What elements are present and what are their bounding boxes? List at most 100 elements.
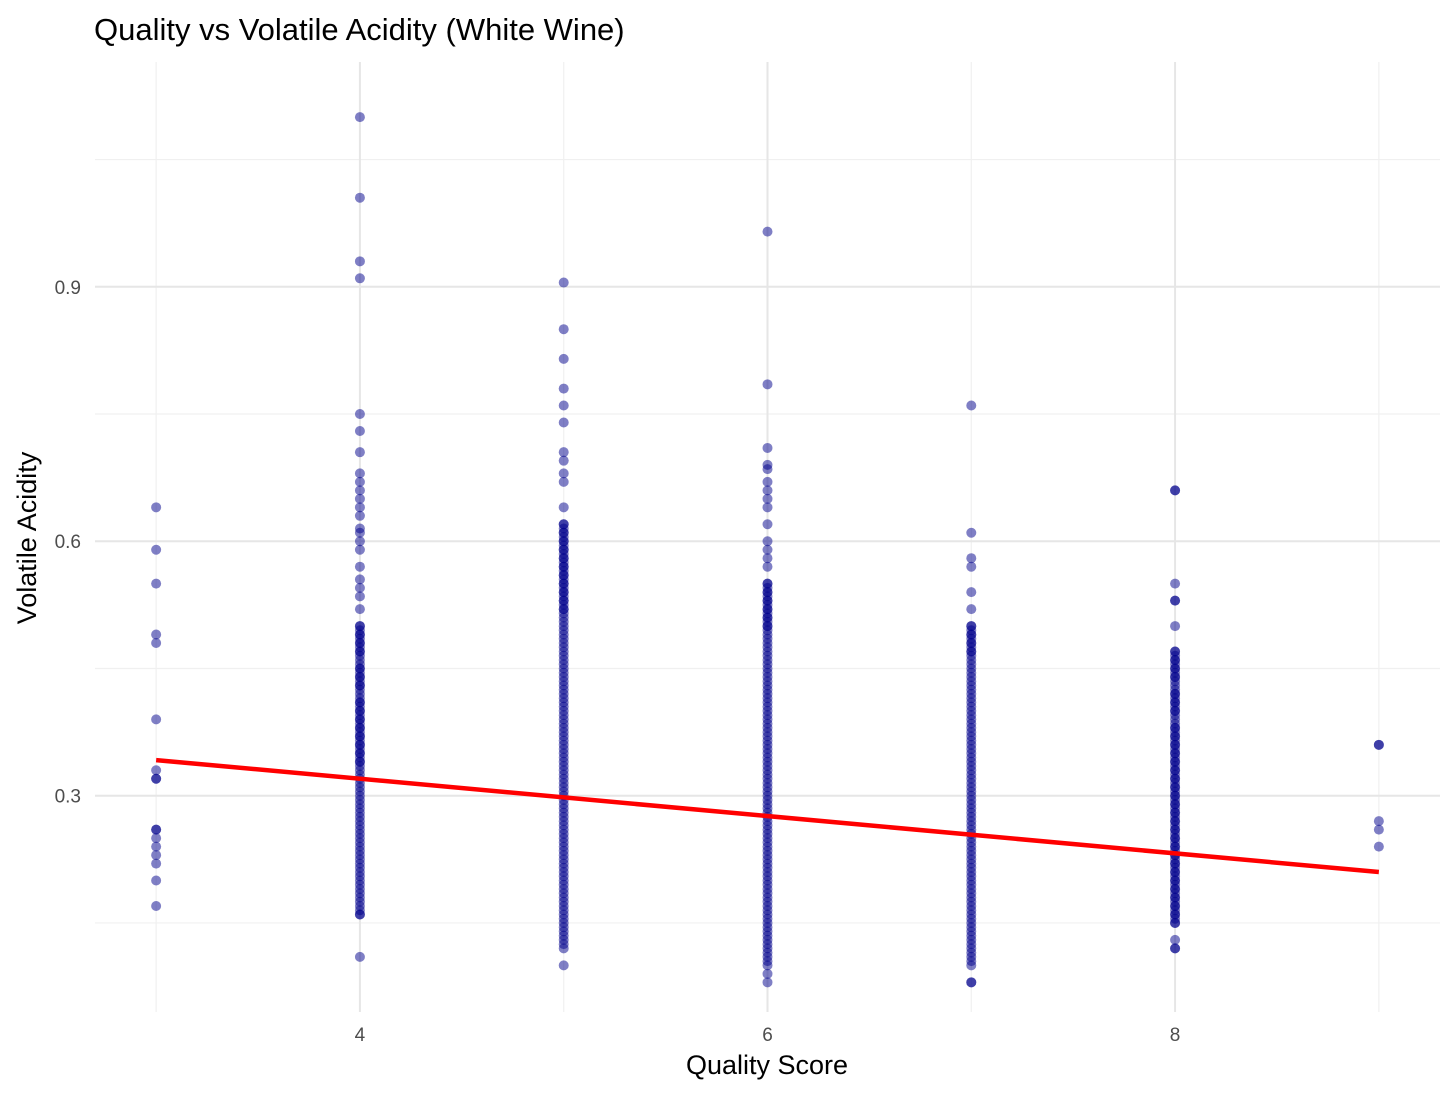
scatter-point — [354, 510, 365, 521]
scatter-point — [762, 553, 773, 564]
scatter-point — [354, 485, 365, 496]
scatter-point — [354, 447, 365, 458]
scatter-point — [1170, 841, 1181, 852]
scatter-point — [966, 561, 977, 572]
scatter-point — [762, 561, 773, 572]
scatter-point — [762, 493, 773, 504]
scatter-point — [1373, 841, 1384, 852]
x-tick-label: 6 — [762, 1025, 773, 1046]
scatter-point — [762, 485, 773, 496]
scatter-point — [1170, 917, 1181, 928]
scatter-point — [151, 502, 162, 513]
scatter-point — [354, 638, 365, 649]
scatter-point — [1170, 900, 1181, 911]
scatter-point — [354, 722, 365, 733]
scatter-point — [1170, 722, 1181, 733]
scatter-point — [354, 493, 365, 504]
scatter-point — [1170, 663, 1181, 674]
y-axis-ticks: 0.3 0.6 0.9 — [55, 278, 81, 808]
scatter-point — [762, 226, 773, 237]
scatter-point — [1170, 731, 1181, 742]
scatter-point — [558, 544, 569, 555]
scatter-point — [558, 604, 569, 615]
scatter-point — [1170, 833, 1181, 844]
scatter-point — [1170, 578, 1181, 589]
scatter-point — [1170, 748, 1181, 759]
scatter-point — [558, 536, 569, 547]
y-tick-label: 0.6 — [55, 532, 81, 553]
scatter-point — [762, 578, 773, 589]
scatter-point — [151, 773, 162, 784]
scatter-point — [354, 671, 365, 682]
scatter-point — [966, 553, 977, 564]
scatter-point — [1170, 782, 1181, 793]
scatter-point — [558, 570, 569, 581]
scatter-point — [1373, 816, 1384, 827]
scatter-point — [1170, 867, 1181, 878]
scatter-point — [354, 697, 365, 708]
scatter-point — [762, 442, 773, 453]
scatter-point — [354, 663, 365, 674]
scatter-point — [762, 595, 773, 606]
scatter-point — [151, 638, 162, 649]
scatter-point — [151, 833, 162, 844]
y-axis-label: Volatile Acidity — [12, 451, 42, 624]
scatter-point — [966, 629, 977, 640]
scatter-point — [558, 960, 569, 971]
scatter-point — [966, 646, 977, 657]
scatter-point — [558, 527, 569, 538]
scatter-point — [354, 425, 365, 436]
scatter-point — [762, 536, 773, 547]
scatter-point — [558, 468, 569, 479]
scatter-point — [558, 561, 569, 572]
scatter-point — [354, 502, 365, 513]
scatter-point — [762, 502, 773, 513]
scatter-point — [558, 553, 569, 564]
scatter-point — [354, 621, 365, 632]
scatter-point — [966, 977, 977, 988]
scatter-point — [151, 858, 162, 869]
scatter-point — [354, 748, 365, 759]
scatter-point — [354, 544, 365, 555]
scatter-point — [354, 582, 365, 593]
scatter-point — [151, 629, 162, 640]
scatter-point — [1170, 621, 1181, 632]
scatter-point — [966, 604, 977, 615]
scatter-point — [558, 476, 569, 487]
scatter-point — [354, 756, 365, 767]
scatter-point — [1170, 884, 1181, 895]
scatter-point — [354, 629, 365, 640]
scatter-point — [762, 968, 773, 979]
scatter-points — [151, 112, 1384, 988]
scatter-point — [1170, 773, 1181, 784]
scatter-point — [354, 273, 365, 284]
scatter-point — [1170, 646, 1181, 657]
scatter-point — [558, 447, 569, 458]
scatter-point — [558, 455, 569, 466]
scatter-point — [762, 544, 773, 555]
scatter-point — [1170, 943, 1181, 954]
scatter-point — [354, 476, 365, 487]
x-axis-label: Quality Score — [686, 1050, 848, 1080]
scatter-point — [354, 468, 365, 479]
scatter-point — [558, 277, 569, 288]
scatter-point — [354, 909, 365, 920]
scatter-point — [1373, 739, 1384, 750]
x-tick-label: 8 — [1170, 1025, 1181, 1046]
scatter-point — [354, 536, 365, 547]
scatter-point — [558, 324, 569, 335]
scatter-point — [558, 502, 569, 513]
scatter-point — [1170, 892, 1181, 903]
scatter-point — [558, 595, 569, 606]
scatter-point — [1170, 765, 1181, 776]
scatter-point — [762, 379, 773, 390]
x-axis-ticks: 4 6 8 — [355, 1025, 1181, 1046]
scatter-point — [1170, 816, 1181, 827]
scatter-point — [151, 765, 162, 776]
y-tick-label: 0.3 — [55, 787, 81, 808]
scatter-point — [151, 850, 162, 861]
scatter-point — [1170, 595, 1181, 606]
scatter-point — [1170, 756, 1181, 767]
scatter-point — [151, 544, 162, 555]
